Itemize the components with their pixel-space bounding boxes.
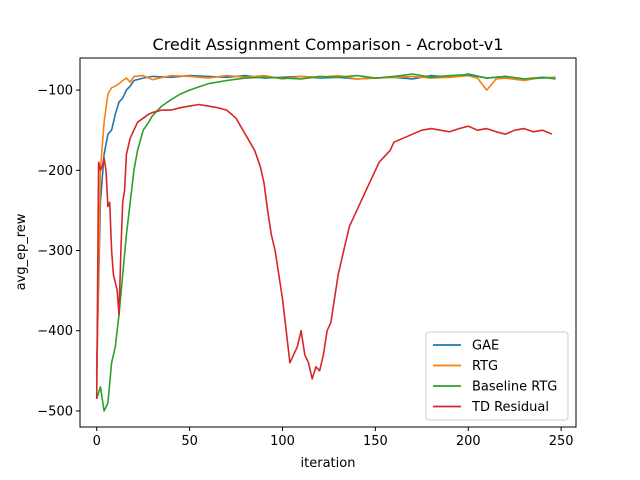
- plot-frame: [79, 57, 577, 428]
- legend-label: Baseline RTG: [472, 380, 557, 395]
- x-axis-label: iteration: [301, 456, 356, 471]
- x-tick-label: 150: [363, 434, 388, 449]
- y-tick-label: −400: [37, 324, 73, 339]
- series-line-2: [95, 74, 556, 379]
- legend-box: [425, 331, 569, 421]
- legend: GAE RTG Baseline RTG TD Residual: [425, 331, 569, 421]
- x-tick-label: 200: [456, 434, 481, 449]
- x-axis-ticks: 0 50 100 150 200 250: [93, 427, 574, 449]
- y-axis-ticks: −500 −400 −300 −200 −100: [37, 84, 80, 419]
- legend-label: TD Residual: [471, 400, 549, 415]
- y-axis-label: avg_ep_rew: [14, 213, 29, 290]
- legend-label: RTG: [472, 359, 498, 374]
- series-line-3: [95, 73, 556, 412]
- chart-title: Credit Assignment Comparison - Acrobot-v…: [153, 35, 504, 54]
- x-tick-label: 100: [270, 434, 295, 449]
- legend-label: GAE: [472, 339, 499, 354]
- y-tick-label: −100: [37, 84, 73, 99]
- y-tick-label: −500: [37, 404, 73, 419]
- y-tick-label: −200: [37, 164, 73, 179]
- series-line-4: [95, 103, 553, 399]
- y-tick-label: −300: [37, 244, 73, 259]
- x-tick-label: 50: [181, 434, 198, 449]
- x-tick-label: 0: [93, 434, 101, 449]
- x-tick-label: 250: [549, 434, 574, 449]
- plot-lines: [95, 73, 556, 412]
